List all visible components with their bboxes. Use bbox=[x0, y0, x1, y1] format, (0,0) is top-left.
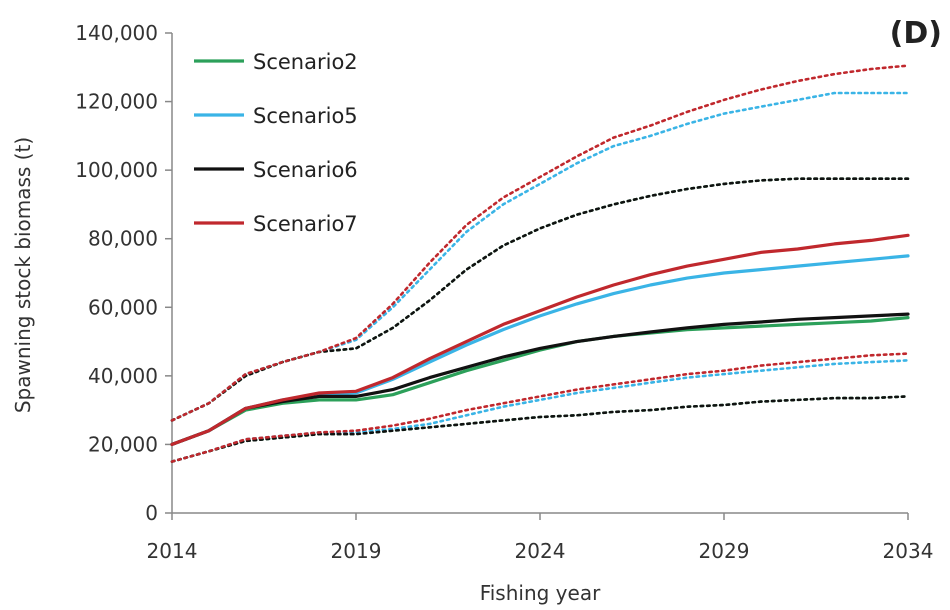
y-tick-label: 60,000 bbox=[88, 295, 158, 319]
scenario7-line bbox=[170, 233, 910, 446]
legend-item: Scenario7 bbox=[194, 212, 358, 236]
scenario2-lower-bound-line bbox=[170, 395, 910, 463]
scenario2-line bbox=[170, 316, 910, 446]
legend-label: Scenario2 bbox=[253, 50, 358, 74]
axes: 0 20,000 40,000 60,000 80,000 100,000 120,000 1… bbox=[75, 21, 933, 563]
y-tick-label: 120,000 bbox=[75, 90, 158, 114]
x-tick-label: 2029 bbox=[699, 539, 750, 563]
scenario7-upper-bound-line bbox=[170, 64, 910, 422]
legend-label: Scenario6 bbox=[253, 158, 358, 182]
y-tick-label: 140,000 bbox=[75, 21, 158, 45]
y-tick-label: 80,000 bbox=[88, 227, 158, 251]
x-tick-label: 2014 bbox=[147, 539, 198, 563]
scenario5-upper-bound-line bbox=[170, 91, 910, 422]
y-tick-label: 40,000 bbox=[88, 364, 158, 388]
x-axis-title: Fishing year bbox=[480, 581, 601, 605]
panel-label: (D) bbox=[890, 16, 942, 51]
legend-item: Scenario5 bbox=[194, 104, 358, 128]
y-tick-label: 0 bbox=[145, 501, 158, 525]
y-tick-label: 20,000 bbox=[88, 432, 158, 456]
legend-label: Scenario5 bbox=[253, 104, 358, 128]
x-axis-ticks: 2014 2019 2024 2029 2034 bbox=[147, 513, 934, 563]
y-axis-ticks: 0 20,000 40,000 60,000 80,000 100,000 120,000 1… bbox=[75, 21, 172, 525]
x-tick-label: 2019 bbox=[331, 539, 382, 563]
scenario7-lower-bound-line bbox=[170, 352, 910, 463]
series-lines bbox=[170, 233, 910, 446]
legend-item: Scenario2 bbox=[194, 50, 358, 74]
legend-label: Scenario7 bbox=[253, 212, 358, 236]
legend: Scenario2 Scenario5 Scenario6 Scenario7 bbox=[194, 50, 358, 236]
y-tick-label: 100,000 bbox=[75, 158, 158, 182]
legend-item: Scenario6 bbox=[194, 158, 358, 182]
scenario5-lower-bound-line bbox=[170, 359, 910, 463]
x-tick-label: 2024 bbox=[515, 539, 566, 563]
x-tick-label: 2034 bbox=[883, 539, 934, 563]
confidence-bound-lines bbox=[170, 64, 910, 463]
y-axis-title: Spawning stock biomass (t) bbox=[11, 137, 35, 413]
scenario6-line bbox=[170, 312, 910, 446]
scenario6-lower-bound-line bbox=[170, 395, 910, 463]
